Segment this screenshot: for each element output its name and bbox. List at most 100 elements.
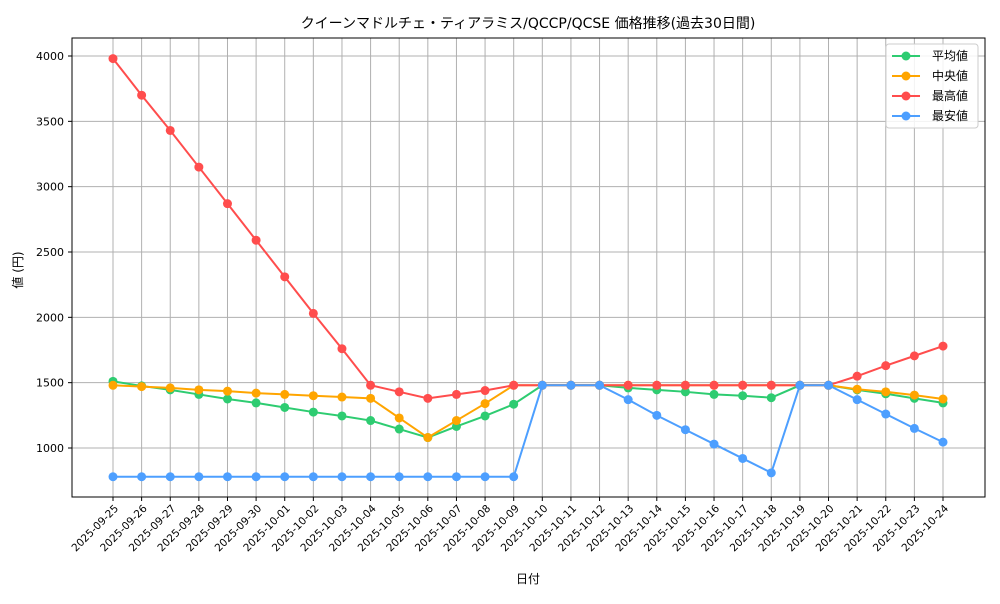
series-line	[112, 57, 944, 400]
data-point	[251, 398, 261, 408]
data-point	[680, 380, 690, 390]
data-point	[165, 383, 175, 393]
data-point	[423, 433, 433, 443]
y-axis-ticks: 1000 1500 2000 2500 3000 3500 4000	[36, 50, 72, 455]
plot-frame	[71, 37, 986, 498]
data-point	[194, 162, 204, 172]
data-point	[652, 380, 662, 390]
data-point	[766, 468, 776, 478]
data-point	[852, 384, 862, 394]
series-layer	[108, 54, 948, 482]
y-tick-label: 4000	[36, 50, 64, 63]
data-point	[938, 341, 948, 351]
data-point	[423, 472, 433, 482]
data-point	[709, 389, 719, 399]
y-tick-label: 1500	[36, 377, 64, 390]
data-point	[623, 395, 633, 405]
data-point	[909, 390, 919, 400]
data-point	[451, 416, 461, 426]
data-point	[566, 380, 576, 390]
data-point	[480, 399, 490, 409]
data-point	[938, 394, 948, 404]
data-point	[852, 395, 862, 405]
x-axis-ticks: 2025-09-252025-09-262025-09-272025-09-28…	[69, 497, 951, 554]
y-tick-label: 2000	[36, 311, 64, 324]
data-point	[108, 380, 118, 390]
series-2	[108, 54, 948, 403]
data-point	[709, 380, 719, 390]
data-point	[909, 423, 919, 433]
y-tick-label: 2500	[36, 246, 64, 259]
data-point	[680, 425, 690, 435]
data-point	[738, 391, 748, 401]
data-point	[366, 393, 376, 403]
y-axis-label: 値 (円)	[10, 251, 25, 288]
data-point	[222, 472, 232, 482]
data-point	[881, 361, 891, 371]
data-point	[394, 472, 404, 482]
data-point	[280, 272, 290, 282]
data-point	[480, 386, 490, 396]
data-point	[308, 472, 318, 482]
data-point	[280, 472, 290, 482]
data-point	[394, 387, 404, 397]
y-tick-label: 3000	[36, 181, 64, 194]
legend-marker	[901, 91, 911, 101]
series-3	[108, 380, 948, 482]
data-point	[509, 399, 519, 409]
data-point	[366, 380, 376, 390]
data-point	[137, 472, 147, 482]
data-point	[451, 389, 461, 399]
data-point	[652, 410, 662, 420]
data-point	[881, 387, 891, 397]
data-point	[194, 472, 204, 482]
data-point	[251, 472, 261, 482]
legend-marker	[901, 71, 911, 81]
data-point	[738, 380, 748, 390]
data-point	[595, 380, 605, 390]
grid-lines	[72, 38, 985, 497]
data-point	[137, 90, 147, 100]
data-point	[280, 389, 290, 399]
legend-marker	[901, 111, 911, 121]
data-point	[852, 371, 862, 381]
data-point	[451, 472, 461, 482]
data-point	[308, 391, 318, 401]
data-point	[137, 382, 147, 392]
data-point	[480, 472, 490, 482]
data-point	[337, 344, 347, 354]
data-point	[366, 472, 376, 482]
legend-label: 平均値	[932, 48, 968, 63]
data-point	[680, 387, 690, 397]
data-point	[623, 380, 633, 390]
data-point	[222, 199, 232, 209]
data-point	[280, 402, 290, 412]
data-point	[394, 424, 404, 434]
data-point	[337, 392, 347, 402]
data-point	[881, 409, 891, 419]
data-point	[194, 385, 204, 395]
data-point	[165, 125, 175, 135]
legend-label: 最安値	[932, 108, 968, 123]
legend-box	[885, 43, 979, 129]
legend-marker	[901, 51, 911, 61]
legend-label: 中央値	[932, 68, 968, 83]
data-point	[709, 439, 719, 449]
data-point	[308, 308, 318, 318]
data-point	[537, 380, 547, 390]
data-point	[165, 472, 175, 482]
data-point	[108, 54, 118, 64]
data-point	[394, 413, 404, 423]
data-point	[251, 235, 261, 245]
data-point	[251, 388, 261, 398]
y-tick-label: 3500	[36, 115, 64, 128]
y-tick-label: 1000	[36, 442, 64, 455]
data-point	[366, 416, 376, 426]
chart-title: クイーンマドルチェ・ティアラミス/QCCP/QCSE 価格推移(過去30日間)	[301, 16, 756, 32]
data-point	[337, 411, 347, 421]
data-point	[337, 472, 347, 482]
data-point	[423, 393, 433, 403]
